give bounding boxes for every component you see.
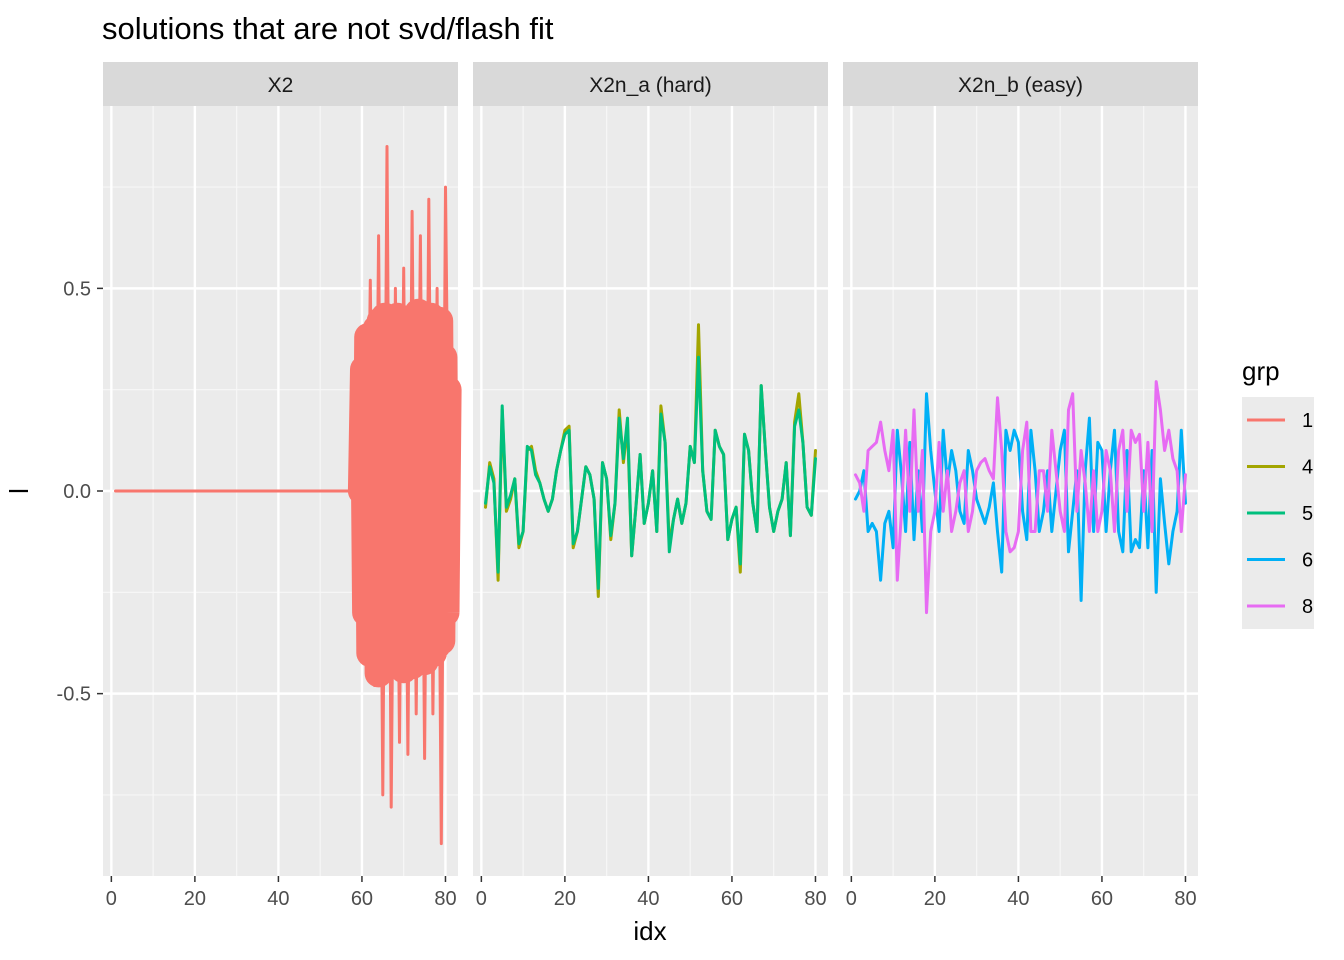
facet-panel: X2n_b (easy) 0 20 40 60 80 (843, 62, 1198, 910)
x-tick-label: 0 (476, 888, 487, 910)
x-tick-label: 80 (434, 888, 456, 910)
legend-label: 1 (1302, 410, 1313, 432)
facet-panel: X2 0 20 40 60 80 (103, 62, 462, 910)
facet-strip (843, 62, 1198, 106)
y-axis-title: l (4, 488, 34, 494)
y-tick-label: 0.0 (63, 481, 91, 503)
legend: grp 1 4 5 6 8 (1242, 356, 1314, 629)
legend-label: 4 (1302, 457, 1313, 479)
x-tick-label: 40 (1007, 888, 1029, 910)
x-tick-label: 60 (1091, 888, 1113, 910)
legend-label: 5 (1302, 503, 1313, 525)
x-tick-label: 20 (184, 888, 206, 910)
x-tick-label: 80 (804, 888, 826, 910)
y-tick-label: 0.5 (63, 278, 91, 300)
series-line-8 (854, 380, 1187, 615)
x-tick-label: 0 (846, 888, 857, 910)
x-tick-label: 80 (1174, 888, 1196, 910)
x-tick-label: 60 (721, 888, 743, 910)
chart-title: solutions that are not svd/flash fit (102, 11, 554, 46)
legend-label: 6 (1302, 550, 1313, 572)
facet-strip (473, 62, 828, 106)
facet-strip-label: X2 (268, 74, 294, 97)
y-tick-labels: -0.5 0.0 0.5 (57, 278, 103, 706)
x-tick-label: 20 (554, 888, 576, 910)
facet-panel: X2n_a (hard) 0 20 40 60 80 (473, 62, 828, 910)
facet-strip-label: X2n_a (hard) (589, 74, 712, 97)
x-tick-label: 40 (267, 888, 289, 910)
legend-title: grp (1242, 356, 1280, 386)
x-axis-title: idx (633, 916, 666, 946)
x-tick-label: 20 (924, 888, 946, 910)
series-line-1 (347, 298, 462, 688)
facet-strip-label: X2n_b (easy) (958, 74, 1083, 97)
facet-strip (103, 62, 458, 106)
x-tick-label: 0 (106, 888, 117, 910)
y-tick-label: -0.5 (57, 684, 91, 706)
series-line-5 (484, 355, 817, 590)
legend-label: 8 (1302, 596, 1313, 618)
legend-items: 1 4 5 6 8 (1247, 410, 1313, 618)
x-tick-label: 40 (637, 888, 659, 910)
x-tick-label: 60 (351, 888, 373, 910)
